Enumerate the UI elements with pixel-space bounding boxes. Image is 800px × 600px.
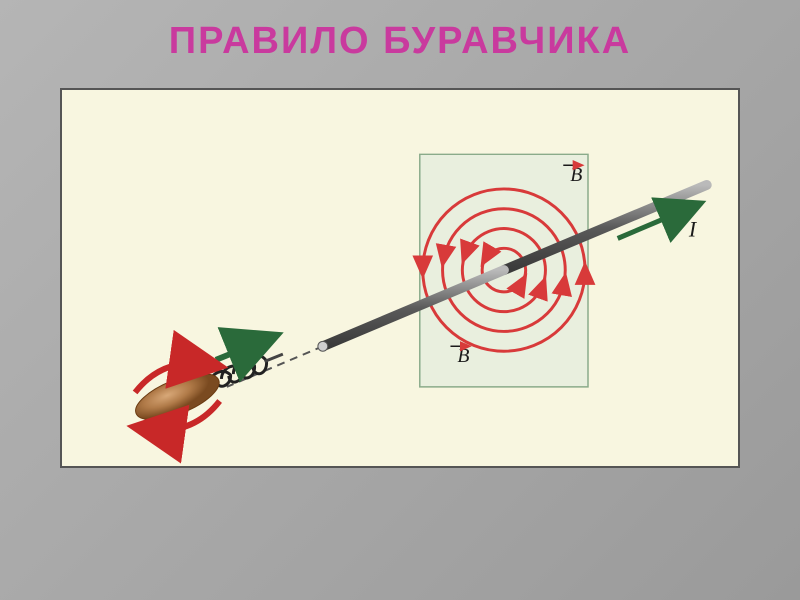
gimlet-advance-arrow: [216, 335, 278, 360]
svg-text:B: B: [570, 164, 582, 186]
rod-endcap: [318, 341, 328, 351]
label-I: I: [688, 217, 698, 241]
gimlet: [125, 325, 298, 442]
physics-diagram: B B I: [60, 88, 740, 468]
svg-text:B: B: [457, 345, 469, 367]
diagram-svg: B B I: [62, 90, 738, 466]
gimlet-handle: [130, 364, 225, 429]
page-title: ПРАВИЛО БУРАВЧИКА: [169, 20, 631, 63]
